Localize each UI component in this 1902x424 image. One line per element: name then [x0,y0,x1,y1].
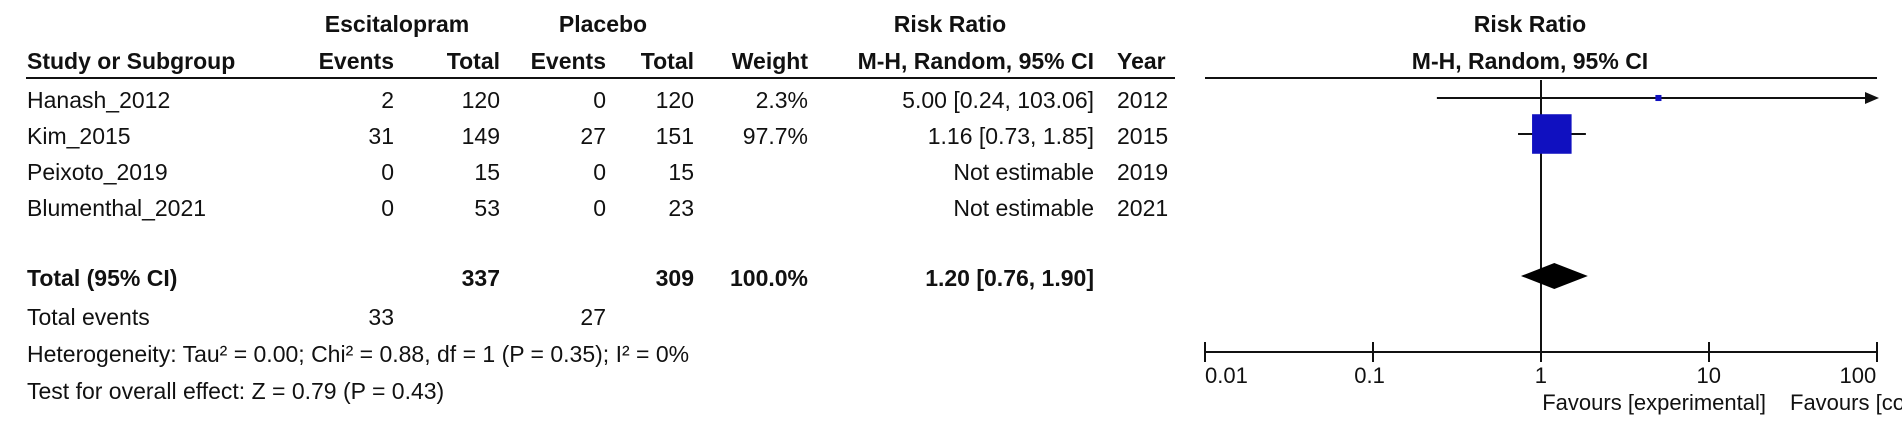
ctl-events: 0 [593,87,606,113]
total-exp-total: 337 [461,265,500,291]
study-ci: 5.00 [0.24, 103.06] [902,87,1094,113]
study-year: 2021 [1117,195,1169,221]
total-events-label: Total events [27,304,150,330]
study-weight: 97.7% [742,123,808,149]
ctl-total: 151 [655,123,694,149]
study-ci: Not estimable [953,195,1094,221]
method-header: M-H, Random, 95% CI [857,48,1094,74]
favours-experimental-label: Favours [experimental] [1542,390,1766,415]
ctl-events: 27 [580,123,606,149]
study-column-header: Study or Subgroup [27,48,236,74]
favours-control-label: Favours [control] [1790,390,1902,415]
exp-events: 31 [368,123,394,149]
exp-total: 149 [461,123,500,149]
exp-total: 120 [461,87,500,113]
risk-ratio-header: Risk Ratio [893,11,1007,37]
x-tick-label: 0.01 [1205,363,1248,388]
study-name: Blumenthal_2021 [27,195,207,221]
total-exp-events: 33 [368,304,394,330]
study-year: 2015 [1117,123,1169,149]
weight-header: Weight [731,48,808,74]
study-ci: 1.16 [0.73, 1.85] [927,123,1094,149]
ctl-total: 15 [668,159,694,185]
total-ci: 1.20 [0.76, 1.90] [925,265,1094,291]
ctl-total: 120 [655,87,694,113]
exp-total-header: Total [446,48,500,74]
header-rule-plot [1205,77,1877,79]
study-year: 2012 [1117,87,1169,113]
exp-total: 15 [474,159,500,185]
overall-effect-text: Test for overall effect: Z = 0.79 (P = 0… [27,378,445,404]
study-ci: Not estimable [953,159,1094,185]
ci-arrow [1865,92,1879,104]
x-tick-label: 10 [1696,363,1721,388]
study-name: Kim_2015 [27,123,131,149]
exp-events: 0 [381,195,394,221]
exp-events-header: Events [318,48,394,74]
x-tick-label: 0.1 [1354,363,1385,388]
study-name: Hanash_2012 [27,87,171,113]
study-year: 2019 [1117,159,1169,185]
heterogeneity-text: Heterogeneity: Tau² = 0.00; Chi² = 0.88,… [27,341,690,367]
x-tick-label: 1 [1534,363,1547,388]
ctl-total: 23 [668,195,694,221]
exp-events: 0 [381,159,394,185]
exp-total: 53 [474,195,500,221]
ctl-events-header: Events [530,48,606,74]
ctl-total-header: Total [640,48,694,74]
exp-events: 2 [381,87,394,113]
ctl-events: 0 [593,159,606,185]
plot-method-header: M-H, Random, 95% CI [1411,48,1649,74]
total-label: Total (95% CI) [27,265,178,291]
ctl-events: 0 [593,195,606,221]
header-rule-table [26,77,1175,79]
study-square [1532,114,1572,154]
summary-diamond [1520,263,1588,289]
study-square [1655,94,1662,102]
x-tick-label: 100 [1839,363,1877,388]
study-name: Peixoto_2019 [27,159,168,185]
total-ctl-events: 27 [580,304,606,330]
exp-group-header: Escitalopram [324,11,470,37]
study-weight: 2.3% [755,87,808,113]
total-ctl-total: 309 [655,265,694,291]
year-header: Year [1117,48,1166,74]
ctl-group-header: Placebo [558,11,648,37]
plot-title: Risk Ratio [1473,11,1587,37]
total-weight: 100.0% [729,265,808,291]
